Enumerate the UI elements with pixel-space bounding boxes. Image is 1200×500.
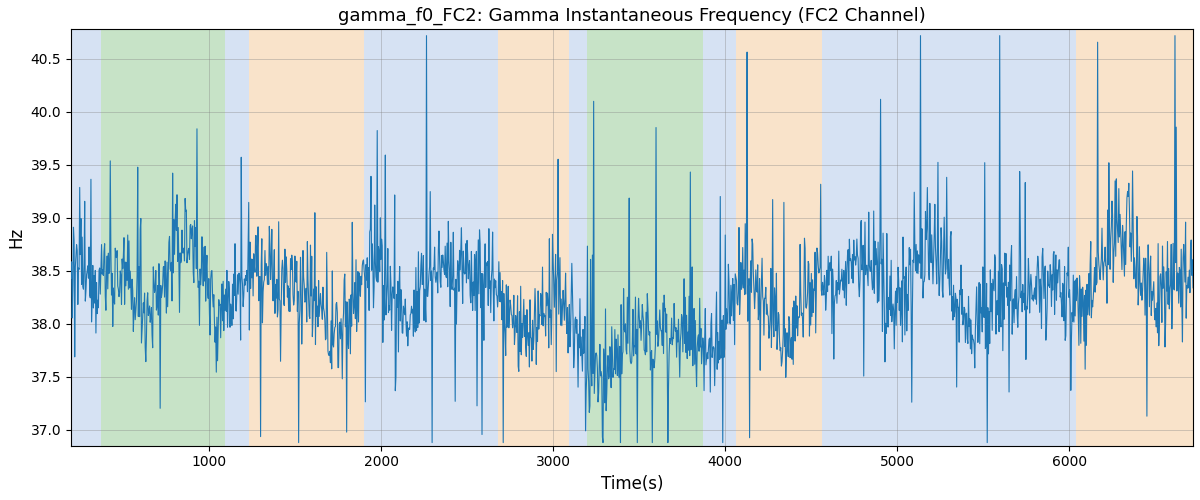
Bar — [703, 30, 736, 446]
Bar — [498, 30, 569, 446]
Bar — [736, 30, 822, 446]
Bar — [587, 30, 703, 446]
Bar — [569, 30, 587, 446]
Bar — [71, 30, 101, 446]
Bar — [101, 30, 224, 446]
Bar — [248, 30, 364, 446]
Bar — [822, 30, 866, 446]
Bar — [1076, 30, 1193, 446]
Bar — [1004, 30, 1076, 446]
Bar — [224, 30, 248, 446]
Bar — [364, 30, 498, 446]
X-axis label: Time(s): Time(s) — [601, 475, 664, 493]
Title: gamma_f0_FC2: Gamma Instantaneous Frequency (FC2 Channel): gamma_f0_FC2: Gamma Instantaneous Freque… — [338, 7, 926, 25]
Y-axis label: Hz: Hz — [7, 227, 25, 248]
Bar — [866, 30, 1004, 446]
